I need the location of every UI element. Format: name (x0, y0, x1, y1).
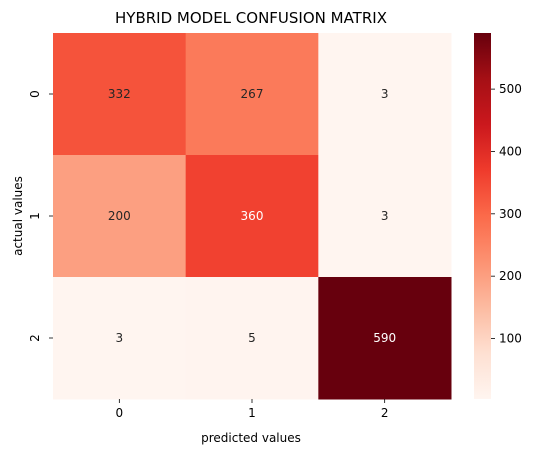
heatmap-cell (185, 155, 319, 278)
y-tick-label: 2 (28, 334, 42, 342)
heatmap-cell (318, 33, 452, 156)
colorbar-tick-label: 300 (499, 207, 522, 221)
colorbar-tick-label: 200 (499, 269, 522, 283)
cell-value-label: 267 (241, 87, 264, 101)
cell-value-label: 590 (373, 331, 396, 345)
heatmap-cell (318, 155, 452, 278)
cell-value-label: 5 (248, 331, 256, 345)
chart-title: HYBRID MODEL CONFUSION MATRIX (115, 9, 387, 27)
cell-value-label: 200 (108, 209, 131, 223)
colorbar-tick-label: 500 (499, 82, 522, 96)
heatmap-cells (53, 33, 452, 400)
heatmap-cell (185, 277, 319, 400)
cell-value-label: 332 (108, 87, 131, 101)
x-tick-label: 0 (116, 406, 124, 420)
colorbar-ticks: 100 200 300 400 500 (491, 82, 522, 346)
heatmap-cell (318, 277, 452, 400)
cell-value-label: 3 (381, 87, 389, 101)
heatmap-cell (185, 33, 319, 156)
x-axis-label: predicted values (201, 431, 301, 445)
colorbar-tick-label: 400 (499, 144, 522, 158)
heatmap-cell (53, 33, 187, 156)
cell-value-label: 360 (241, 209, 264, 223)
x-tick-label: 1 (248, 406, 256, 420)
x-axis: 0 1 2 (116, 399, 389, 420)
x-tick-label: 2 (381, 406, 389, 420)
heatmap-cell (53, 155, 187, 278)
heatmap-cell (53, 277, 187, 400)
y-axis: 0 1 2 (28, 90, 53, 342)
y-axis-label: actual values (11, 176, 25, 256)
cell-value-label: 3 (116, 331, 124, 345)
colorbar (474, 33, 491, 399)
cell-value-label: 3 (381, 209, 389, 223)
y-tick-label: 0 (28, 90, 42, 98)
y-tick-label: 1 (28, 212, 42, 220)
heatmap-cell-labels: 332 267 3 200 360 3 3 5 590 (108, 87, 396, 345)
colorbar-tick-label: 100 (499, 332, 522, 346)
